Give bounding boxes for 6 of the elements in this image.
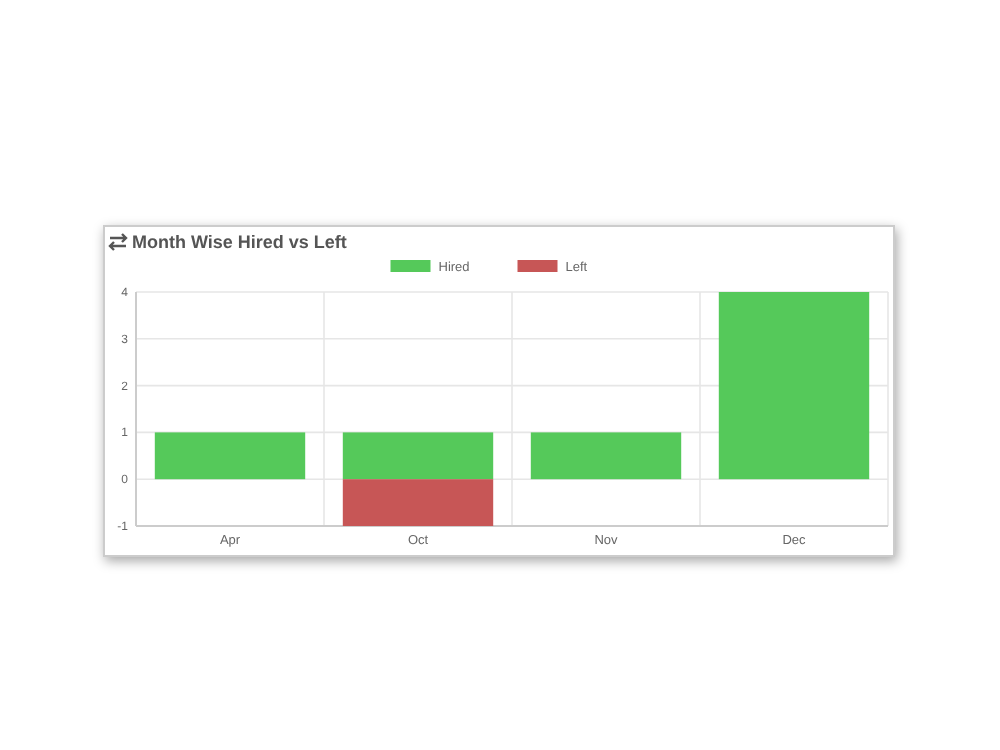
bar — [530, 432, 682, 480]
bar — [718, 292, 870, 480]
chart-title: Month Wise Hired vs Left — [132, 232, 347, 252]
bar — [342, 479, 494, 526]
bar — [154, 432, 306, 480]
bar — [342, 432, 494, 480]
